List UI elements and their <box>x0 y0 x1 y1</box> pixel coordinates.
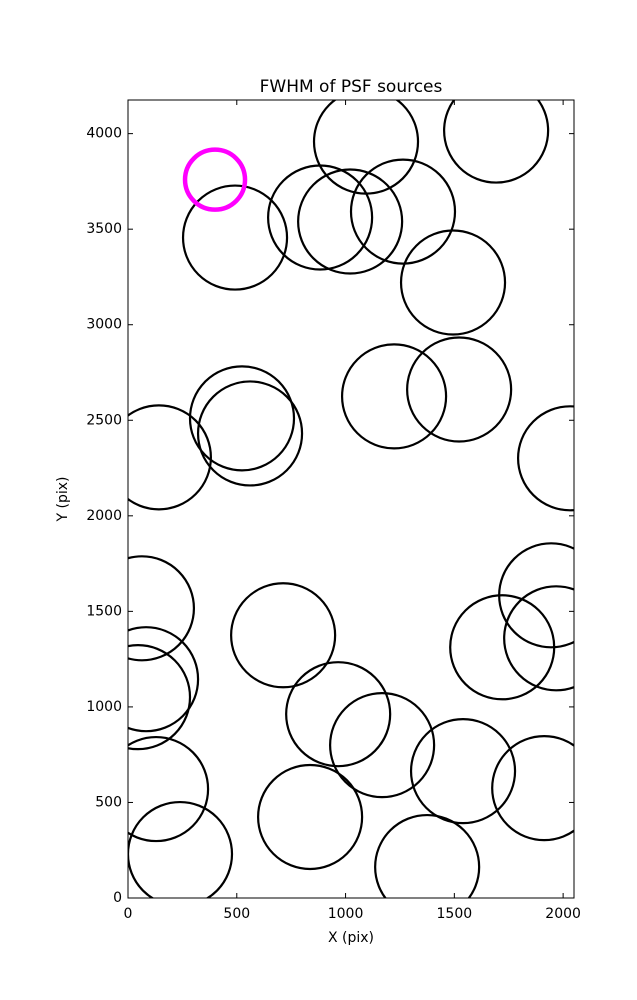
source-circle <box>409 718 517 825</box>
source-circle <box>196 380 304 487</box>
source-circle <box>128 404 212 511</box>
x-tick-label: 1500 <box>437 906 473 922</box>
source-circle <box>267 164 374 271</box>
source-circle <box>349 158 457 265</box>
source-circle <box>128 626 200 733</box>
source-circle <box>516 405 574 512</box>
x-tick-label: 2000 <box>545 906 581 922</box>
y-tick-label: 1000 <box>86 699 122 715</box>
y-tick-label: 500 <box>95 794 122 810</box>
source-circle <box>128 735 210 843</box>
source-circle <box>181 184 289 291</box>
y-axis-label: Y (pix) <box>55 477 71 523</box>
y-tick-label: 2000 <box>86 508 122 524</box>
y-tick-label: 4000 <box>86 126 122 142</box>
axes-frame <box>127 99 575 899</box>
source-circle <box>230 582 337 689</box>
source-circle <box>128 800 234 898</box>
source-circle <box>285 661 392 768</box>
source-circle <box>297 168 404 275</box>
y-tick-label: 2500 <box>86 412 122 428</box>
source-circle <box>188 365 296 472</box>
source-circle <box>406 336 513 443</box>
plot-area <box>128 100 574 898</box>
source-circle <box>449 594 556 701</box>
x-tick-label: 500 <box>223 906 250 922</box>
chart-title: FWHM of PSF sources <box>260 77 443 97</box>
source-circle <box>443 100 550 184</box>
source-circle <box>312 100 420 195</box>
source-circle <box>256 763 364 871</box>
y-tick-label: 1500 <box>86 603 122 619</box>
source-circle <box>182 147 248 212</box>
source-circle <box>128 555 196 662</box>
y-tick-label: 3000 <box>86 317 122 333</box>
source-circle <box>399 229 507 336</box>
source-circle <box>503 585 574 692</box>
x-axis-label: X (pix) <box>328 930 374 946</box>
y-tick-label: 3500 <box>86 221 122 237</box>
source-circle <box>340 343 448 450</box>
source-circle <box>128 644 192 751</box>
source-circle <box>374 813 481 898</box>
source-circle <box>329 692 436 799</box>
x-tick-label: 0 <box>124 906 133 922</box>
x-tick-label: 1000 <box>328 906 364 922</box>
source-circle <box>491 735 574 842</box>
y-tick-label: 0 <box>113 890 122 906</box>
